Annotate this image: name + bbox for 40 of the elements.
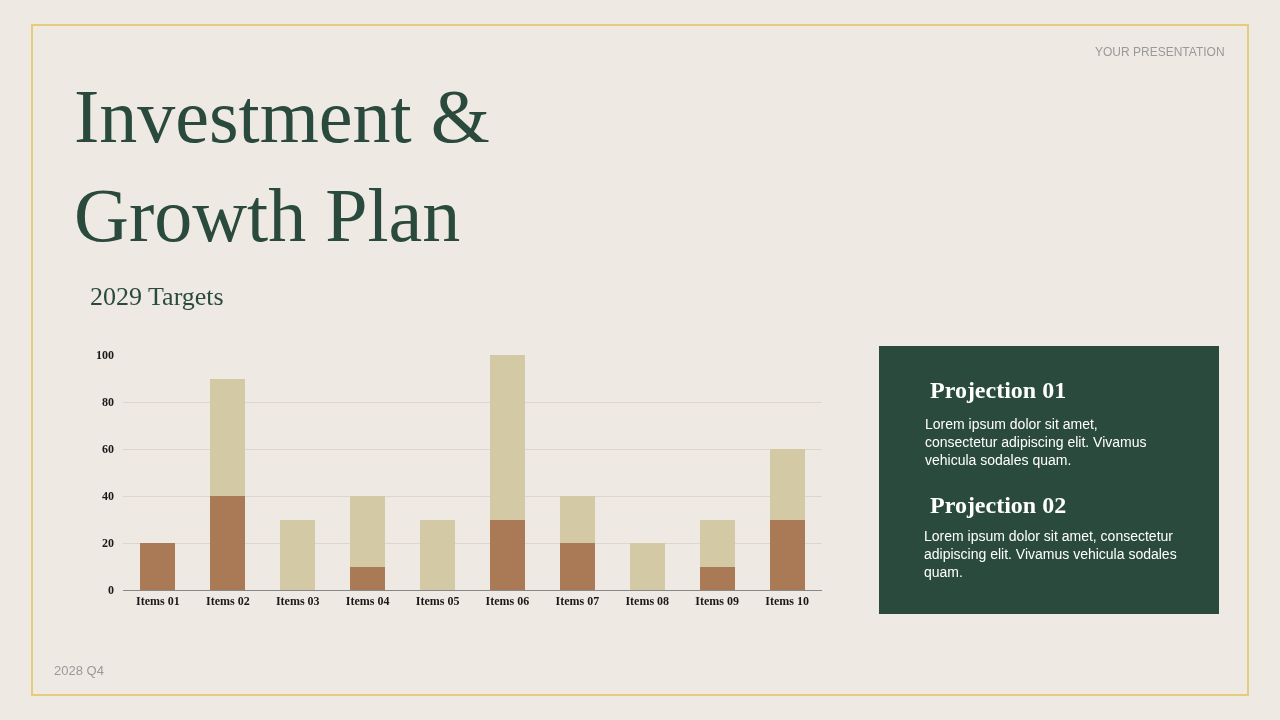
bar	[140, 543, 176, 590]
x-tick-label: Items 01	[136, 594, 180, 609]
bar	[629, 543, 665, 590]
bar	[210, 496, 246, 590]
chart-title: Investment & Growth Plan	[74, 74, 490, 257]
text: Lorem ipsum dolor sit amet, consectetur adipiscing elit. Vivamus vehicula sodales quam.	[925, 416, 1147, 469]
y-tick-label: 20	[102, 536, 114, 551]
x-tick-label: Items 04	[345, 594, 390, 609]
bar	[559, 496, 595, 543]
x-tick-label: Items 08	[625, 594, 670, 609]
bar	[210, 378, 246, 496]
bar	[350, 496, 386, 567]
chart-subtitle: 2029 Targets	[90, 282, 224, 311]
bar	[699, 566, 735, 590]
bar	[489, 519, 525, 590]
bar	[769, 449, 805, 520]
text: Lorem ipsum dolor sit amet, consectetur adipiscing elit. Vivamus vehicula sodales quam.	[924, 528, 1177, 581]
bar	[420, 519, 456, 590]
bar	[769, 519, 805, 590]
x-tick-label: Items 02	[206, 594, 250, 609]
y-tick-label: 100	[96, 348, 114, 363]
y-tick-label: 40	[102, 489, 114, 504]
x-tick-label: Items 03	[275, 594, 320, 609]
x-tick-label: Items 10	[765, 594, 809, 609]
y-tick-label: 0	[108, 583, 114, 598]
bar	[559, 543, 595, 590]
x-tick-label: Items 06	[485, 594, 530, 609]
x-tick-label: Items 09	[695, 594, 739, 609]
x-tick-label: Items 05	[415, 594, 460, 609]
bar	[350, 566, 386, 590]
text: 2028 Q4	[54, 663, 104, 678]
text: Projection 02	[930, 492, 1067, 518]
bar	[489, 355, 525, 520]
x-tick-label: Items 07	[555, 594, 600, 609]
text: YOUR PRESENTATION	[1095, 45, 1225, 59]
y-tick-label: 60	[102, 442, 114, 457]
bar	[699, 519, 735, 567]
y-tick-label: 80	[102, 395, 114, 410]
text: Projection 01	[930, 377, 1067, 403]
bar	[280, 519, 316, 590]
